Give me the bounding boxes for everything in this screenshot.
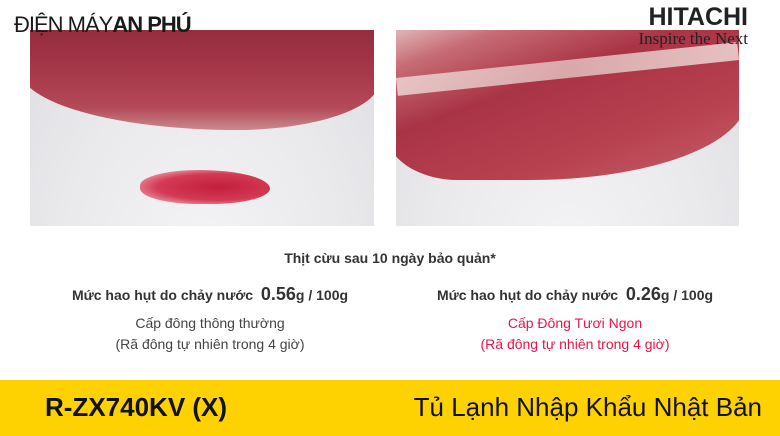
loss-label: Mức hao hụt do chảy nước xyxy=(71,287,254,303)
loss-label: Mức hao hụt do chảy nước xyxy=(436,287,619,303)
dien-may-an-phu-logo: ĐIỆN MÁYAN PHÚ xyxy=(14,12,192,38)
loss-unit: g / 100g xyxy=(295,287,349,303)
thaw-note: (Rã đông tự nhiên trong 4 giờ) xyxy=(480,336,670,352)
freeze-mode: Cấp Đông Tươi Ngon xyxy=(507,315,643,331)
loss-value: 0.56 xyxy=(260,284,296,304)
meat-image xyxy=(30,30,374,130)
drip-juice xyxy=(140,170,270,204)
loss-value: 0.26 xyxy=(625,284,661,304)
hitachi-logo: HITACHI Inspire the Next xyxy=(638,4,748,47)
right-info: Mức hao hụt do chảy nước 0.26g / 100g Cấ… xyxy=(385,284,765,355)
logo-part2: AN PHÚ xyxy=(112,12,191,37)
loss-line: Mức hao hụt do chảy nước 0.26g / 100g xyxy=(385,284,765,305)
loss-line: Mức hao hụt do chảy nước 0.56g / 100g xyxy=(20,284,400,305)
product-title: Tủ Lạnh Nhập Khẩu Nhật Bản xyxy=(413,392,762,422)
caption: Thịt cừu sau 10 ngày bảo quản* xyxy=(284,250,496,266)
photo-fresh-freezing xyxy=(396,30,739,226)
model-number: R-ZX740KV (X) xyxy=(45,392,228,422)
logo-part1: ĐIỆN MÁY xyxy=(14,12,113,37)
hitachi-tagline: Inspire the Next xyxy=(638,29,748,48)
hitachi-name: HITACHI xyxy=(648,3,748,31)
loss-unit: g / 100g xyxy=(660,287,714,303)
thaw-note: (Rã đông tự nhiên trong 4 giờ) xyxy=(115,336,305,352)
freeze-mode: Cấp đông thông thường xyxy=(135,315,285,331)
left-info: Mức hao hụt do chảy nước 0.56g / 100g Cấ… xyxy=(20,284,400,355)
photo-conventional-freezing xyxy=(30,30,374,226)
footer-bar: R-ZX740KV (X) Tủ Lạnh Nhập Khẩu Nhật Bản xyxy=(0,380,780,436)
